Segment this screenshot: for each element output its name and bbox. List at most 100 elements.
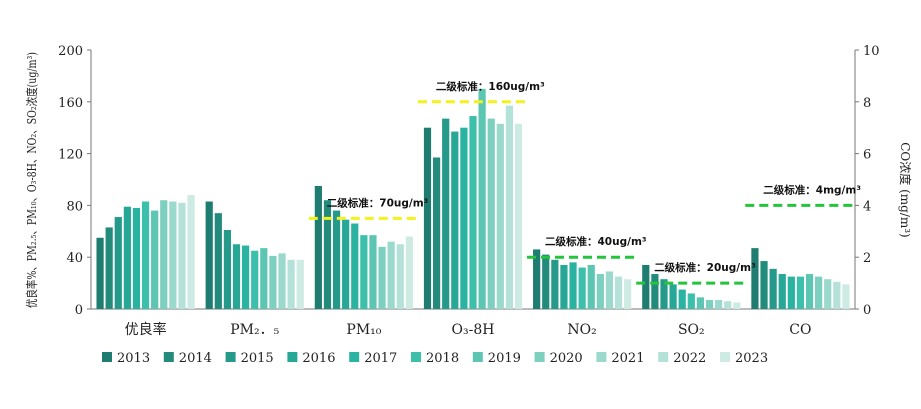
bar (287, 259, 295, 309)
bar (396, 244, 404, 309)
legend-label: 2014 (179, 351, 212, 366)
bar (260, 248, 268, 309)
legend-label: 2017 (364, 351, 397, 366)
bar (232, 244, 241, 309)
legend-swatch (596, 352, 607, 362)
legend-swatch (472, 352, 483, 362)
bar (469, 116, 477, 309)
standard-label: 二级标准：40ug/m³ (545, 235, 647, 248)
legend-swatch (658, 352, 669, 362)
bar (714, 299, 723, 309)
left-tick-label: 200 (58, 44, 83, 59)
bar (105, 227, 113, 309)
bar (242, 245, 250, 309)
bar (151, 210, 159, 309)
bar (378, 246, 386, 309)
bar (132, 207, 141, 309)
legend-label: 2018 (426, 351, 459, 366)
bar (451, 131, 459, 309)
right-tick-label: 4 (863, 199, 871, 214)
category-label: SO₂ (678, 322, 705, 338)
bar (433, 157, 441, 309)
bar (323, 200, 332, 309)
right-axis-title: CO浓度 (mg/m³) (898, 142, 913, 238)
bar (733, 302, 741, 309)
legend-label: 2015 (241, 351, 274, 366)
left-tick-label: 0 (75, 303, 83, 318)
right-tick-label: 2 (863, 251, 871, 266)
bar (187, 195, 195, 309)
bar (141, 201, 150, 309)
standard-label: 二级标准：20ug/m³ (654, 261, 756, 274)
bar (724, 301, 732, 309)
legend-swatch (349, 352, 360, 362)
bar (405, 236, 413, 309)
legend-label: 2016 (302, 351, 335, 366)
bar (651, 274, 659, 309)
right-tick-label: 10 (863, 44, 880, 59)
legend-swatch (287, 352, 298, 362)
legend-label: 2019 (488, 351, 521, 366)
bar (587, 264, 595, 309)
bar (669, 284, 677, 309)
legend-swatch (411, 352, 421, 362)
bar (160, 200, 168, 309)
bar (769, 268, 777, 309)
bar (169, 201, 177, 309)
bar (96, 237, 104, 309)
category-label: PM₂．₅ (230, 322, 279, 338)
bar (796, 276, 805, 310)
bar (805, 274, 814, 309)
bar (705, 299, 714, 309)
bar (296, 259, 304, 309)
bar (760, 261, 768, 309)
legend-swatch (163, 352, 174, 362)
bar (123, 206, 131, 309)
left-tick-label: 40 (66, 251, 83, 266)
legend-swatch (720, 352, 730, 362)
bar (542, 254, 550, 309)
bar (560, 264, 568, 309)
left-tick-label: 80 (66, 199, 83, 214)
bar (496, 123, 504, 309)
bar (551, 259, 559, 309)
bar (624, 279, 632, 309)
bar (342, 219, 350, 309)
left-tick-label: 120 (58, 148, 83, 163)
bar (578, 267, 586, 309)
right-tick-label: 0 (863, 303, 871, 318)
category-label: PM₁₀ (346, 322, 381, 338)
bar (514, 123, 523, 309)
bar (505, 105, 513, 309)
bar (605, 271, 614, 309)
bar (833, 281, 841, 309)
bar (214, 213, 222, 309)
bar (114, 217, 122, 309)
bar (687, 293, 695, 309)
bar (369, 235, 377, 309)
bar (223, 230, 232, 309)
legend-swatch (534, 352, 545, 362)
bar (824, 279, 832, 309)
left-tick-label: 160 (58, 96, 83, 111)
legend-label: 2022 (673, 351, 706, 366)
bar (614, 276, 623, 310)
bar (642, 264, 650, 309)
bar (442, 118, 450, 309)
bar (278, 253, 286, 309)
bar (205, 201, 213, 309)
bar (351, 223, 359, 309)
category-label: 优良率 (125, 321, 167, 338)
standard-label: 二级标准：70ug/m³ (327, 196, 429, 209)
bar (487, 118, 495, 309)
right-tick-label: 8 (863, 96, 871, 111)
legend-label: 2023 (735, 351, 768, 366)
bar (178, 202, 186, 309)
legend-label: 2013 (117, 351, 150, 366)
category-label: O₃-8H (452, 322, 495, 338)
bar (387, 241, 395, 309)
bar (787, 276, 795, 310)
bar (569, 262, 577, 309)
bar (332, 210, 341, 309)
legend-swatch (225, 352, 236, 362)
